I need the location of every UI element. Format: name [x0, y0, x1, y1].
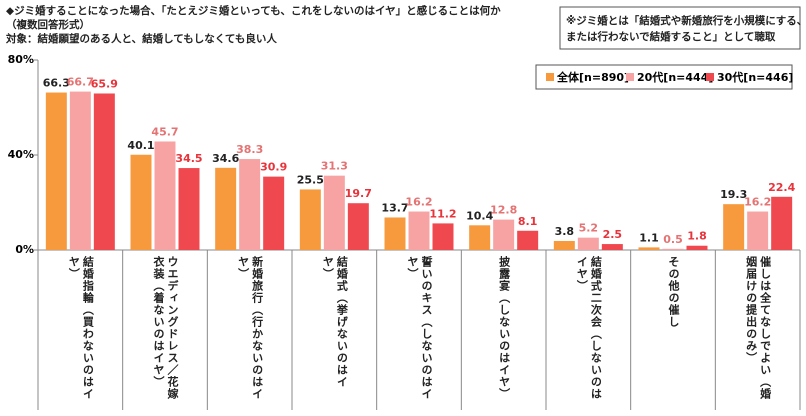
value-label: 2.5 — [603, 228, 623, 241]
bar — [45, 92, 67, 250]
value-label: 8.1 — [518, 215, 538, 228]
legend-swatch — [546, 73, 554, 81]
value-label: 10.4 — [466, 209, 493, 222]
bar — [93, 93, 115, 250]
category-label: 結婚指輪（買わないのはイヤ） — [67, 256, 95, 400]
bar — [771, 196, 793, 250]
category-label: 誓いのキス（しないのはイヤ） — [406, 256, 433, 400]
legend-label: 全体[n=890] — [556, 70, 629, 84]
category-label: 催しは全てなしでよい（婚姻届けの提出のみ） — [744, 256, 772, 400]
bar — [215, 167, 237, 250]
bar — [323, 175, 345, 250]
title-line: ◆ジミ婚することになった場合、「たとえジミ婚といっても、これをしないのはイヤ」と… — [6, 5, 501, 17]
bar — [662, 248, 684, 250]
bar — [408, 211, 430, 250]
value-label: 0.5 — [663, 233, 683, 246]
y-tick-label: 0% — [15, 243, 34, 256]
legend-label: 30代[n=446] — [717, 70, 793, 84]
bar — [154, 141, 176, 250]
category-label: 結婚式（挙げないのはイヤ） — [321, 256, 349, 388]
note-box — [559, 6, 801, 50]
category-label: 披露宴（しないのはイヤ） — [497, 256, 511, 400]
bar — [747, 211, 769, 250]
bar — [347, 203, 369, 250]
bar — [577, 237, 599, 250]
category-label: ウエディングドレス／花嫁衣装（着ないのはイヤ） — [152, 256, 179, 400]
bar — [69, 91, 91, 251]
title-line: 対象：結婚願望のある人と、結婚してもしなくても良い人 — [6, 33, 277, 45]
note-line: ※ジミ婚とは「結婚式や新婚旅行を小規模にする、 — [566, 15, 806, 27]
bar — [723, 204, 745, 250]
value-label: 45.7 — [151, 125, 178, 138]
bar — [432, 223, 454, 250]
value-label: 66.3 — [43, 77, 70, 90]
y-tick-label: 80% — [8, 53, 34, 66]
bar — [239, 159, 261, 250]
value-label: 65.9 — [91, 77, 118, 90]
value-label: 25.5 — [297, 173, 324, 186]
bar — [469, 225, 491, 250]
category-label: 結婚式二次会（しないのはイヤ） — [575, 256, 603, 400]
value-label: 19.3 — [720, 188, 747, 201]
value-label: 34.6 — [212, 152, 239, 165]
bar — [130, 154, 152, 250]
value-label: 11.2 — [429, 207, 456, 220]
bar — [299, 189, 321, 250]
bar — [263, 176, 285, 250]
value-label: 30.9 — [260, 161, 287, 174]
legend-swatch — [706, 73, 714, 81]
bar — [553, 240, 575, 250]
value-label: 12.8 — [490, 204, 517, 217]
value-label: 3.8 — [555, 225, 575, 238]
bar — [601, 244, 623, 250]
legend-label: 20代[n=444] — [637, 70, 713, 84]
value-label: 66.7 — [67, 76, 94, 89]
category-label: 新婚旅行（行かないのはイヤ） — [236, 256, 264, 400]
value-label: 16.2 — [744, 196, 771, 209]
note-line: または行わないで結婚すること」として聴取 — [566, 31, 776, 43]
value-label: 31.3 — [321, 160, 348, 173]
value-label: 1.1 — [639, 231, 659, 244]
category-label: その他の催し — [667, 256, 680, 328]
value-label: 1.8 — [687, 230, 707, 243]
value-label: 16.2 — [405, 196, 432, 209]
value-label: 22.4 — [768, 181, 795, 194]
title-line: （複数回答形式） — [6, 19, 90, 31]
bar — [178, 168, 200, 250]
bar — [638, 247, 660, 250]
bar — [384, 217, 406, 250]
y-tick-label: 40% — [8, 148, 34, 161]
value-label: 34.5 — [175, 152, 202, 165]
bar — [517, 230, 539, 250]
value-label: 13.7 — [381, 201, 408, 214]
legend-swatch — [626, 73, 634, 81]
value-label: 40.1 — [127, 139, 154, 152]
value-label: 5.2 — [579, 222, 599, 235]
value-label: 19.7 — [345, 187, 372, 200]
bar — [493, 219, 515, 250]
legend-box — [535, 64, 793, 90]
bar — [686, 245, 708, 250]
value-label: 38.3 — [236, 143, 263, 156]
